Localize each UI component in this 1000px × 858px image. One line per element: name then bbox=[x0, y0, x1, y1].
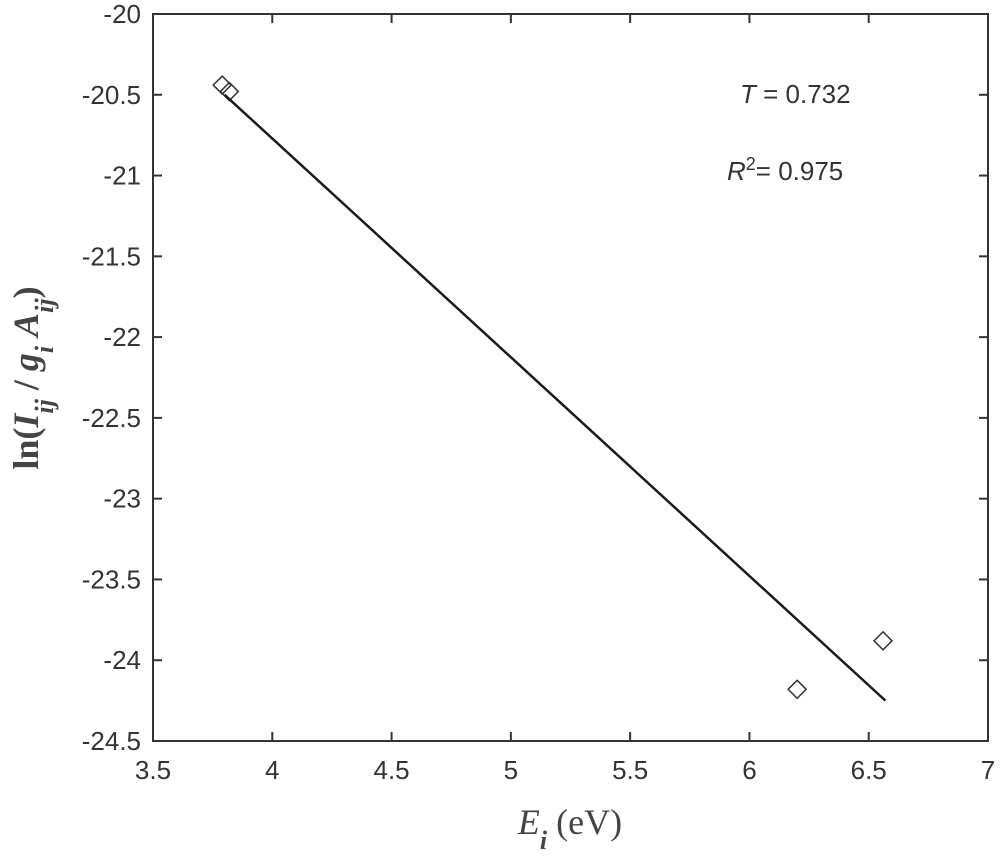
y-tick-label: -20 bbox=[103, 0, 141, 29]
y-label-part: ij bbox=[30, 298, 59, 313]
point bbox=[872, 630, 894, 651]
annotation-part: 2 bbox=[746, 154, 756, 174]
plot-frame bbox=[152, 13, 989, 742]
x-tick-label: 4.5 bbox=[373, 755, 409, 785]
y-tick-label: -24 bbox=[103, 645, 141, 675]
y-label-part: / bbox=[6, 371, 46, 399]
y-tick-label: -24.5 bbox=[82, 726, 141, 756]
x-tick-label: 6 bbox=[742, 755, 756, 785]
x-tick-label: 5 bbox=[504, 755, 518, 785]
x-axis-label: Ei (eV) bbox=[517, 802, 622, 855]
y-tick-label: -20.5 bbox=[82, 80, 141, 110]
y-tick-label: -22.5 bbox=[82, 403, 141, 433]
y-label-part: ij bbox=[30, 398, 59, 413]
annotation-part: = 0.975 bbox=[756, 156, 843, 186]
x-tick-label: 4 bbox=[265, 755, 279, 785]
x-label-part: E bbox=[517, 802, 540, 842]
annotation-part: = 0.732 bbox=[756, 79, 851, 109]
point bbox=[212, 75, 233, 96]
y-tick-label: -22 bbox=[103, 322, 141, 352]
y-label-part: ) bbox=[6, 286, 46, 298]
x-label-part: (eV) bbox=[547, 802, 622, 842]
y-label-part: ln( bbox=[6, 428, 46, 470]
y-tick-label: -23 bbox=[103, 484, 141, 514]
annotation-part: T bbox=[740, 79, 758, 109]
y-label-part bbox=[6, 337, 46, 346]
y-tick-label: -23.5 bbox=[82, 564, 141, 594]
annotation: R2= 0.975 bbox=[727, 154, 843, 186]
x-tick-label: 7 bbox=[981, 755, 995, 785]
y-label-part: A bbox=[6, 313, 46, 339]
fit-line bbox=[223, 93, 887, 702]
y-label-part: i bbox=[30, 345, 59, 353]
y-axis-label: ln(Iij / gi Aij) bbox=[6, 286, 59, 469]
y-label-part: I bbox=[6, 412, 46, 429]
x-tick-label: 3.5 bbox=[135, 755, 171, 785]
y-label-part: g bbox=[6, 353, 46, 372]
y-tick-label: -21.5 bbox=[82, 241, 141, 271]
annotation: T = 0.732 bbox=[740, 79, 851, 109]
annotation-part: R bbox=[727, 156, 746, 186]
x-tick-label: 6.5 bbox=[851, 755, 887, 785]
x-tick-label: 5.5 bbox=[612, 755, 648, 785]
x-label-part: i bbox=[540, 826, 548, 855]
y-tick-label: -21 bbox=[103, 161, 141, 191]
point bbox=[787, 679, 808, 700]
